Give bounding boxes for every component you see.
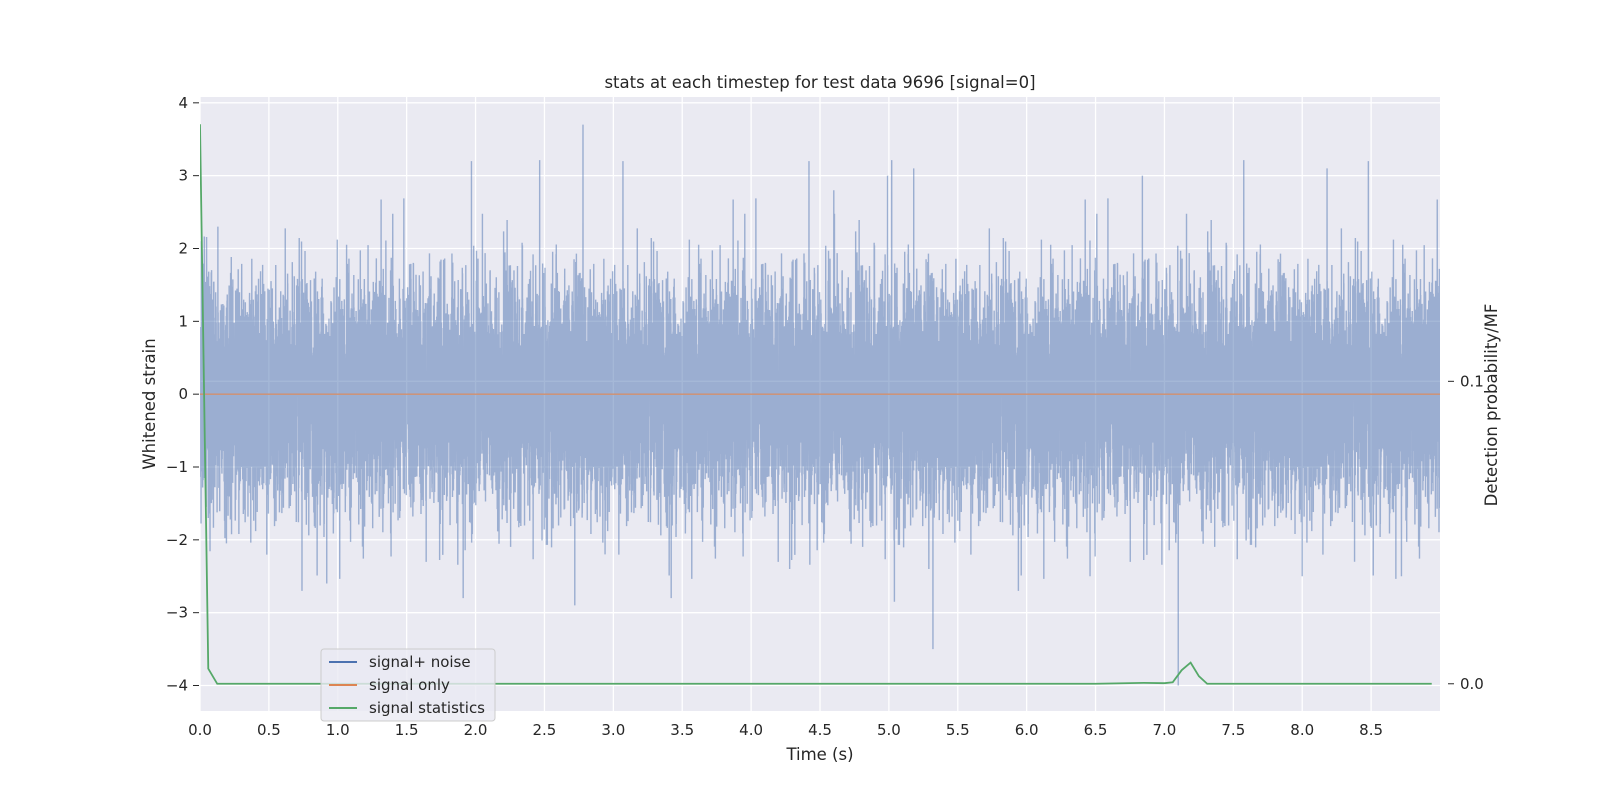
chart-title: stats at each timestep for test data 969…: [604, 73, 1035, 92]
y-tick-label: −3: [166, 604, 188, 622]
y-tick-label: −2: [166, 531, 188, 549]
legend-label: signal+ noise: [369, 653, 471, 671]
x-tick-label: 8.5: [1359, 721, 1383, 739]
x-tick-label: 4.0: [739, 721, 763, 739]
y-tick-label: 1: [178, 312, 188, 330]
y-right-tick-label: 0.1: [1460, 372, 1484, 390]
x-tick-label: 6.5: [1084, 721, 1108, 739]
x-tick-label: 7.5: [1221, 721, 1245, 739]
x-tick-label: 4.5: [808, 721, 832, 739]
legend-frame: [320, 648, 496, 722]
y-axis-right-label: Detection probability/MF: [1482, 304, 1501, 507]
y-axis-label: Whitened strain: [140, 338, 159, 469]
y-tick-label: 2: [178, 239, 188, 257]
x-tick-label: 0.0: [188, 721, 212, 739]
y-axis-right: 0.1 0.0: [1448, 372, 1484, 693]
legend-item-signal-statistics: signal statistics: [329, 699, 485, 717]
legend-item-signal-noise: signal+ noise: [329, 653, 471, 671]
x-tick-label: 2.0: [464, 721, 488, 739]
legend-item-signal-only: signal only: [329, 676, 450, 694]
x-tick-label: 3.0: [601, 721, 625, 739]
y-right-tick-label: 0.0: [1460, 675, 1484, 693]
x-tick-label: 0.5: [257, 721, 281, 739]
x-tick-label: 8.0: [1290, 721, 1314, 739]
legend: signal+ noise signal only signal statist…: [320, 648, 496, 722]
x-tick-label: 3.5: [670, 721, 694, 739]
legend-label: signal only: [369, 676, 450, 694]
x-tick-label: 1.0: [326, 721, 350, 739]
y-tick-label: 4: [178, 94, 188, 112]
series-signal-noise-line: [200, 124, 1440, 686]
x-tick-label: 7.0: [1153, 721, 1177, 739]
y-tick-label: −4: [166, 677, 188, 695]
x-tick-label: 5.5: [946, 721, 970, 739]
x-tick-label: 1.5: [395, 721, 419, 739]
y-tick-label: −1: [166, 458, 188, 476]
x-tick-label: 2.5: [533, 721, 557, 739]
legend-label: signal statistics: [369, 699, 485, 717]
y-axis-left: 4 3 2 1 0 −1 −2 −3 −4: [166, 94, 199, 695]
x-tick-label: 5.0: [877, 721, 901, 739]
y-tick-label: 3: [178, 167, 188, 185]
x-tick-label: 6.0: [1015, 721, 1039, 739]
x-axis: 0.0 0.5 1.0 1.5 2.0 2.5 3.0 3.5 4.0 4.5 5.0 5.5 6.0 6…: [188, 721, 1383, 739]
x-axis-label: Time (s): [785, 745, 853, 764]
y-tick-label: 0: [178, 385, 188, 403]
